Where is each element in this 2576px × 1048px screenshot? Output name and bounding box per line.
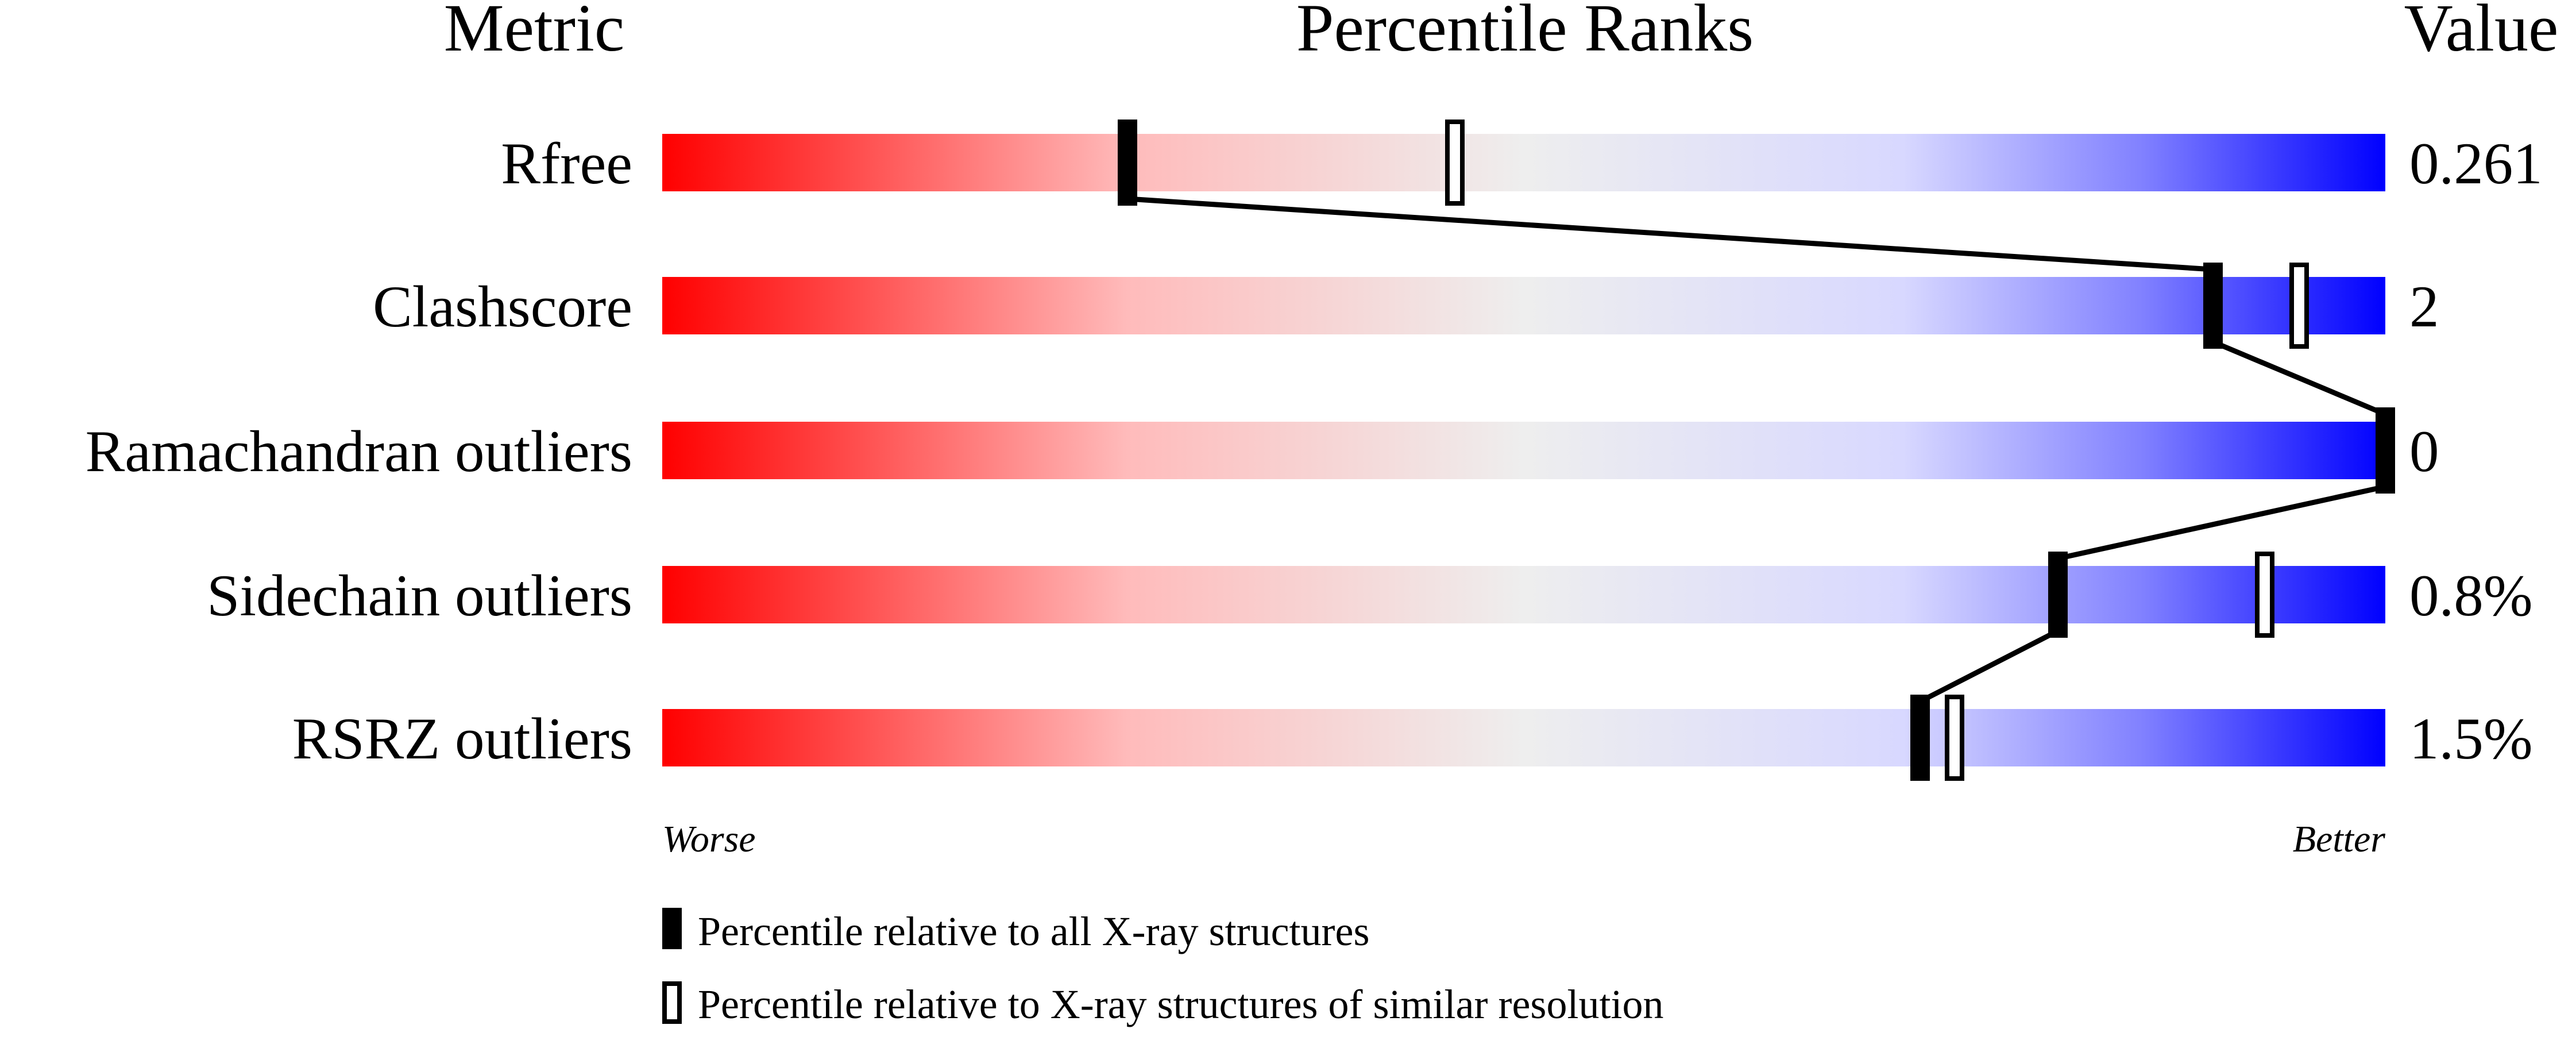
marker-similar-resolution: [1945, 695, 1964, 781]
percentile-bar: [662, 709, 2385, 766]
legend-open-label: Percentile relative to X-ray structures …: [698, 981, 1663, 1027]
percentile-bar: [662, 566, 2385, 623]
marker-similar-resolution: [1445, 120, 1465, 206]
metric-label: Ramachandran outliers: [86, 419, 632, 484]
metric-value: 0: [2409, 419, 2439, 484]
header-metric: Metric: [444, 0, 625, 66]
marker-all-structures: [2048, 552, 2068, 638]
marker-all-structures: [1118, 120, 1137, 206]
metric-value: 0.8%: [2409, 563, 2533, 629]
header-percentile-ranks: Percentile Ranks: [1296, 0, 1754, 66]
metric-value: 1.5%: [2409, 706, 2533, 772]
legend-filled-label: Percentile relative to all X-ray structu…: [698, 908, 1370, 954]
connector-line: [2057, 484, 2386, 561]
legend-filled-marker: [662, 908, 682, 949]
marker-all-structures: [2376, 407, 2395, 494]
metric-label: Sidechain outliers: [207, 563, 632, 629]
percentile-bar: [662, 277, 2385, 334]
metric-label: Clashscore: [373, 274, 632, 340]
header-value: Value: [2404, 0, 2559, 66]
marker-all-structures: [2203, 263, 2223, 349]
metric-value: 2: [2409, 274, 2439, 340]
connector-line: [1127, 196, 2214, 272]
marker-similar-resolution: [2289, 263, 2309, 349]
legend-open-marker: [662, 981, 682, 1024]
marker-similar-resolution: [2255, 552, 2274, 638]
metric-value: 0.261: [2409, 131, 2543, 196]
metric-label: RSRZ outliers: [292, 706, 632, 772]
percentile-bar: [662, 134, 2385, 191]
axis-label-better: Better: [2293, 818, 2386, 860]
marker-all-structures: [1910, 695, 1930, 781]
percentile-bar: [662, 422, 2385, 479]
connector-line: [2212, 339, 2386, 417]
connector-line: [1918, 628, 2060, 704]
metric-label: Rfree: [501, 131, 632, 196]
axis-label-worse: Worse: [662, 818, 756, 860]
